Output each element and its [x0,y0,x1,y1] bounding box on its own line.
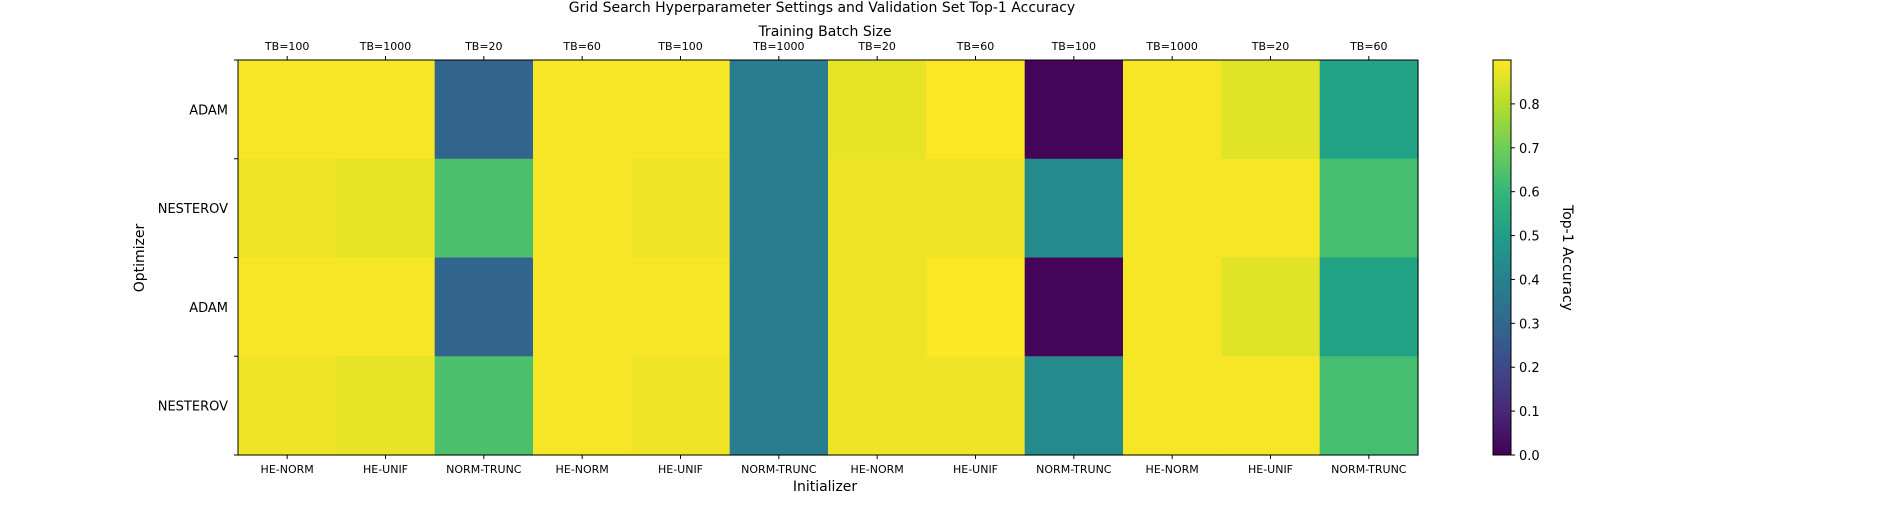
heatmap-cell [729,257,829,357]
top-axis-label: Training Batch Size [757,24,891,40]
heatmap-cell [336,257,436,357]
y-tick-label: ADAM [189,103,228,118]
heatmap-cell [1123,60,1222,160]
colorbar-label: Top-1 Accuracy [1559,204,1575,311]
axis-ticks: TB=100 HE-NORM TB=1000 HE-UNIF TB=20 NORM-TRU… [158,40,1407,476]
heatmap-cell [926,356,1026,456]
colorbar-tick-label: 0.4 [1519,273,1540,288]
bottom-tick-label: NORM-TRUNC [446,463,522,476]
heatmap-cell [828,257,927,357]
heatmap-cell [729,60,829,160]
top-tick-label: TB=60 [956,40,994,53]
heatmap-cell [828,356,927,456]
top-tick-label: TB=1000 [359,40,411,53]
y-tick-label: ADAM [189,301,228,316]
bottom-tick-label: HE-NORM [851,463,904,476]
heatmap-cell [238,257,337,357]
bottom-tick-label: NORM-TRUNC [1036,463,1112,476]
heatmap-cell [1319,356,1419,456]
heatmap-cell [434,158,534,259]
heatmap-cell [336,60,436,160]
bottom-tick-label: HE-UNIF [1248,463,1293,476]
heatmap-cell [1024,158,1124,259]
heatmap-cell [1024,60,1124,160]
heatmap-cell [238,60,337,160]
heatmap-cells [238,60,1419,456]
heatmap-cell [434,356,534,456]
heatmap-cell [631,60,731,160]
heatmap-cell [1319,60,1419,160]
heatmap-cell [238,158,337,259]
bottom-tick-label: NORM-TRUNC [741,463,817,476]
heatmap-cell [926,257,1026,357]
heatmap-cell [434,60,534,160]
colorbar-tick-label: 0.5 [1519,230,1540,245]
colorbar [1492,59,1512,456]
top-tick-label: TB=1000 [1145,40,1197,53]
bottom-tick-label: HE-NORM [1146,463,1199,476]
heatmap-cell [1024,257,1124,357]
heatmap-cell [631,158,731,259]
top-tick-label: TB=1000 [752,40,804,53]
heatmap-cell [1319,158,1419,259]
bottom-tick-label: HE-UNIF [363,463,408,476]
x-axis-label: Initializer [793,479,858,495]
heatmap-cell [1221,158,1321,259]
bottom-tick-label: NORM-TRUNC [1331,463,1407,476]
heatmap-cell [631,356,731,456]
heatmap-cell [631,257,731,357]
heatmap-cell [1221,356,1321,456]
top-tick-label: TB=60 [562,40,600,53]
y-tick-label: NESTEROV [158,400,228,415]
heatmap-cell [336,158,436,259]
colorbar-tick-label: 0.2 [1519,361,1540,376]
top-tick-label: TB=20 [464,40,502,53]
colorbar-tick-label: 0.8 [1519,98,1540,113]
heatmap-cell [926,60,1026,160]
y-tick-label: NESTEROV [158,202,228,217]
colorbar-tick-label: 0.0 [1519,449,1540,464]
heatmap-cell [336,356,436,456]
heatmap-cell [434,257,534,357]
heatmap-cell [533,257,632,357]
heatmap-cell [1319,257,1419,357]
heatmap-cell [238,356,337,456]
heatmap-cell [1221,60,1321,160]
heatmap-cell [926,158,1026,259]
heatmap-cell [729,356,829,456]
colorbar-tick-label: 0.3 [1519,317,1540,332]
top-tick-label: TB=20 [857,40,895,53]
heatmap-cell [533,60,632,160]
bottom-tick-label: HE-UNIF [953,463,998,476]
colorbar-tick-label: 0.1 [1519,405,1540,420]
heatmap-cell [828,60,927,160]
heatmap-cell [1123,356,1222,456]
top-tick-label: TB=20 [1251,40,1289,53]
colorbar-ticks: 0.0 0.1 0.2 0.3 0.4 0.5 0.6 0.7 0.8 [1511,98,1540,464]
top-tick-label: TB=100 [657,40,702,53]
y-axis-label: Optimizer [132,223,148,292]
colorbar-tick-label: 0.7 [1519,142,1540,157]
heatmap-cell [533,158,632,259]
heatmap-cell [729,158,829,259]
colorbar-tick-label: 0.6 [1519,186,1540,201]
heatmap-cell [1123,158,1222,259]
chart-title: Grid Search Hyperparameter Settings and … [569,0,1075,16]
bottom-tick-label: HE-NORM [261,463,314,476]
heatmap-cell [533,356,632,456]
top-tick-label: TB=100 [1051,40,1096,53]
heatmap-cell [828,158,927,259]
bottom-tick-label: HE-NORM [556,463,609,476]
top-tick-label: TB=100 [264,40,309,53]
top-tick-label: TB=60 [1349,40,1387,53]
heatmap-cell [1024,356,1124,456]
bottom-tick-label: HE-UNIF [658,463,703,476]
heatmap-cell [1221,257,1321,357]
heatmap-cell [1123,257,1222,357]
